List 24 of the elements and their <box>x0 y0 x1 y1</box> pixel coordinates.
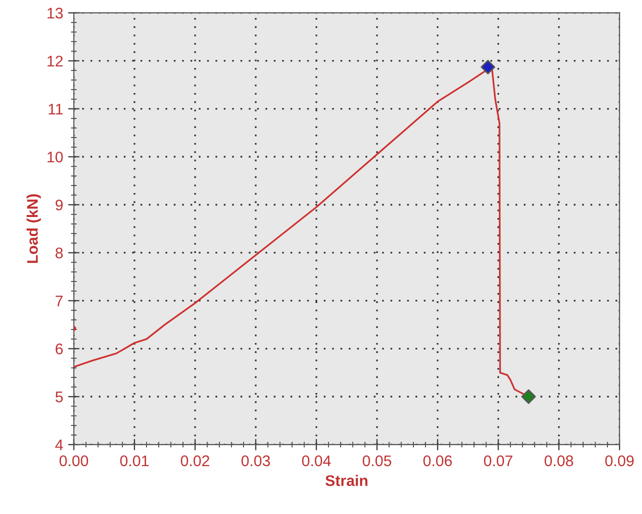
x-tick-label: 0.01 <box>120 455 149 466</box>
x-tick-label: 0.00 <box>60 455 88 466</box>
y-tick-label: 6 <box>56 344 63 354</box>
point <box>480 60 496 74</box>
x-tick-label: 0.04 <box>302 455 331 466</box>
x-axis-title: Strain <box>325 474 368 486</box>
y-tick-label: 8 <box>56 248 63 258</box>
y-tick-label: 7 <box>56 296 63 306</box>
x-tick-label: 0.06 <box>423 455 452 466</box>
x-tick-label: 0.05 <box>362 455 392 466</box>
y-tick-label: 10 <box>48 152 63 162</box>
x-tick-label: 0.07 <box>484 455 512 466</box>
y-tick-label: 12 <box>48 56 63 66</box>
y-tick-label: 4 <box>55 440 63 450</box>
x-tick-label: 0.03 <box>241 455 270 466</box>
y-tick-label: 5 <box>56 392 63 402</box>
x-tick-label: 0.09 <box>605 455 634 466</box>
point <box>521 389 536 404</box>
y-tick-label: 9 <box>56 200 63 210</box>
y-tick-label: 11 <box>48 104 63 114</box>
x-tick-label: 0.08 <box>544 455 574 466</box>
y-tick-label: 13 <box>48 8 63 19</box>
y-axis-title: Load (kN) <box>26 194 41 263</box>
x-tick-label: 0.02 <box>180 455 210 466</box>
